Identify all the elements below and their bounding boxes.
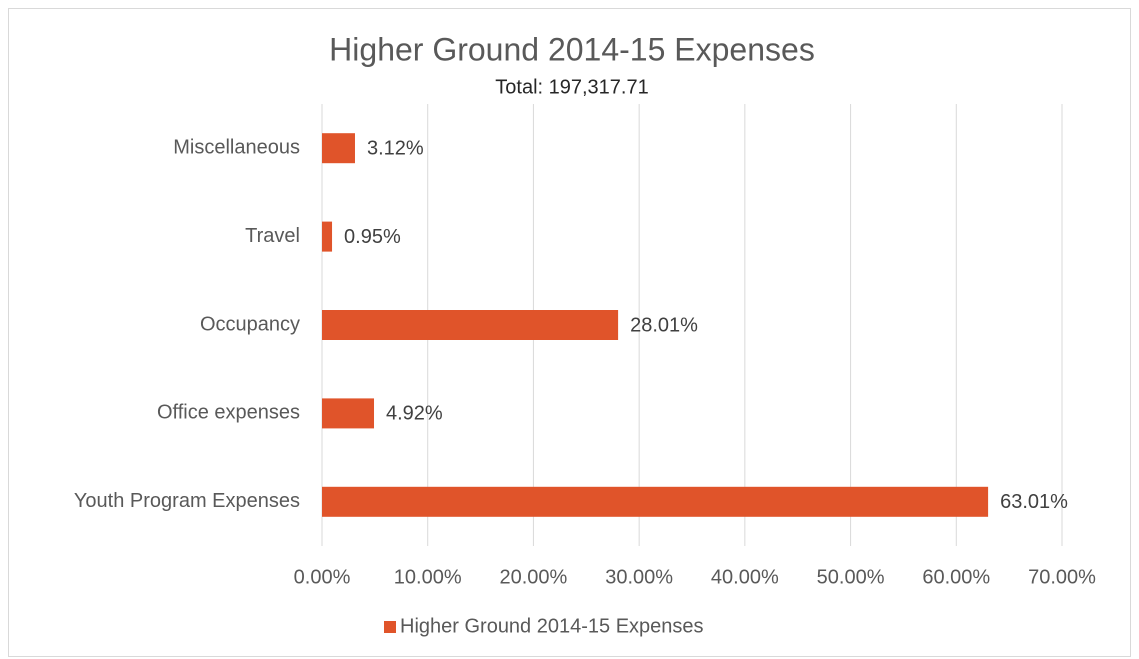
x-tick-label: 20.00% — [500, 566, 568, 588]
chart-title: Higher Ground 2014-15 Expenses — [329, 31, 815, 67]
x-tick-label: 0.00% — [294, 566, 351, 588]
bar — [322, 133, 355, 164]
x-tick-label: 10.00% — [394, 566, 462, 588]
bar — [322, 486, 989, 517]
data-label: 0.95% — [344, 226, 401, 248]
data-label: 3.12% — [367, 137, 424, 159]
x-tick-label: 70.00% — [1028, 566, 1096, 588]
y-tick-label: Youth Program Expenses — [74, 490, 300, 512]
y-tick-label: Office expenses — [157, 402, 300, 424]
y-tick-label: Miscellaneous — [173, 136, 300, 158]
x-tick-label: 40.00% — [711, 566, 779, 588]
chart-subtitle: Total: 197,317.71 — [495, 76, 648, 98]
y-tick-label: Occupancy — [200, 313, 300, 335]
legend-swatch — [384, 621, 396, 633]
bar — [322, 221, 333, 252]
data-label: 4.92% — [386, 403, 443, 425]
bar — [322, 398, 375, 429]
data-label: 28.01% — [630, 314, 698, 336]
y-tick-label: Travel — [245, 225, 300, 247]
data-label: 63.01% — [1000, 491, 1068, 513]
x-tick-label: 50.00% — [817, 566, 885, 588]
bar — [322, 310, 619, 340]
x-tick-label: 30.00% — [605, 566, 673, 588]
legend-label: Higher Ground 2014-15 Expenses — [400, 615, 704, 637]
x-tick-label: 60.00% — [922, 566, 990, 588]
